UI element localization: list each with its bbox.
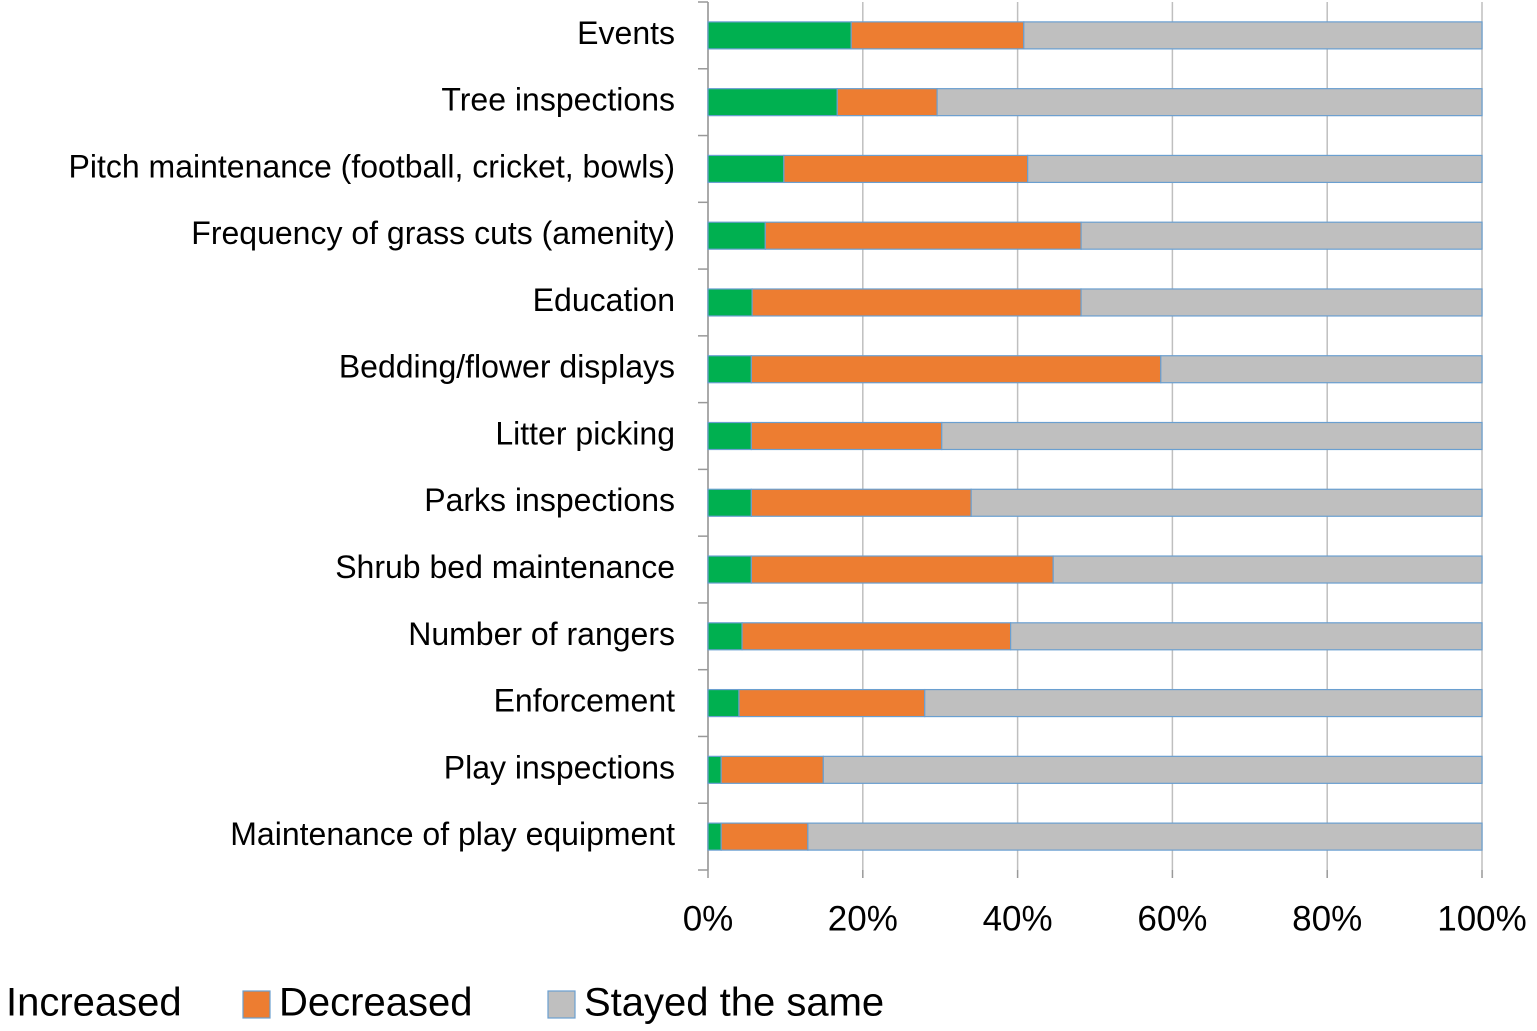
y-tick-label: Enforcement [494,683,676,719]
bar-segment [707,221,766,250]
y-tick-label: Frequency of grass cuts (amenity) [191,215,675,251]
bar-segment [707,755,722,784]
bar-segment [1080,221,1483,250]
y-tick-label: Play inspections [444,749,675,785]
bar-segment [1080,288,1483,317]
x-tick-label: 0% [683,899,734,938]
y-tick-label: Pitch maintenance (football, cricket, bo… [69,148,675,184]
bar-segment [924,688,1483,718]
bar-segment [936,88,1483,117]
bar-segment [720,755,824,784]
bar-segment [707,688,740,718]
bar-segment [783,154,1029,184]
bar-segment [707,88,838,117]
bar-segment [750,355,1162,384]
legend-swatch [547,990,576,1019]
bar-segment [741,622,1012,651]
bar-segment [707,288,753,317]
bar-segment [707,154,785,184]
y-tick-label: Tree inspections [441,82,675,118]
y-tick-label: Litter picking [495,415,675,451]
bar-segment [707,822,722,851]
bar-segment [707,421,752,451]
legend-swatch [242,990,271,1019]
bar-segment [750,555,1054,584]
bar-segment [707,355,752,384]
bar-segment [850,21,1025,50]
bar-segment [970,488,1483,517]
bar-segment [764,221,1082,250]
bar-segment [822,755,1483,784]
bar-segment [1052,555,1483,584]
bar-segment [707,555,752,584]
y-tick-label: Shrub bed maintenance [335,549,675,585]
y-tick-label: Number of rangers [408,616,675,652]
y-tick-label: Bedding/flower displays [339,349,675,385]
legend-label: Decreased [279,981,472,1025]
bar-segment [941,421,1483,451]
bar-segment [1023,21,1483,50]
bar-segment [1160,355,1483,384]
bar-segment [720,822,809,851]
x-tick-label: 60% [1137,899,1207,938]
legend-label: Stayed the same [584,981,884,1025]
y-tick-label: Parks inspections [424,482,675,518]
bar-segment [707,488,752,517]
legend-label: Increased [6,981,182,1025]
x-tick-label: 40% [983,899,1053,938]
bar-segment [738,688,926,718]
bar-segment [750,421,943,451]
y-tick-label: Education [533,282,675,318]
bar-segment [750,488,972,517]
bar-segment [807,822,1483,851]
y-tick-label: Events [577,15,675,51]
x-tick-label: 100% [1437,899,1527,938]
bar-segment [707,21,852,50]
bar-segment [707,622,743,651]
bar-segment [751,288,1082,317]
bar-segment [1027,154,1483,184]
bar-segment [836,88,938,117]
bar-segment [1010,622,1483,651]
x-tick-label: 20% [828,899,898,938]
y-tick-label: Maintenance of play equipment [230,816,675,852]
x-tick-label: 80% [1292,899,1362,938]
